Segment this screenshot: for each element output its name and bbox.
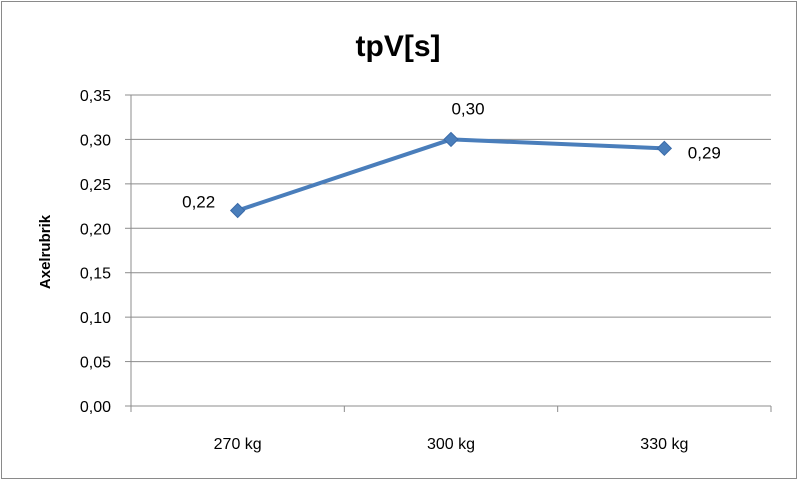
series-line-path: [235, 137, 667, 213]
data-label: 0,29: [688, 143, 721, 162]
data-label: 0,22: [182, 193, 215, 212]
x-tick-label: 300 kg: [427, 436, 475, 453]
x-tick-labels: 270 kg 300 kg 330 kg: [214, 436, 689, 453]
y-tick-label: 0,00: [80, 399, 111, 416]
y-tick-label: 0,15: [80, 266, 111, 283]
data-point-marker: [229, 202, 246, 219]
y-tick-label: 0,20: [80, 221, 111, 238]
y-tick-label: 0,35: [80, 88, 111, 105]
data-point-marker: [656, 140, 673, 157]
chart-title: tpV[s]: [356, 30, 441, 63]
y-tick-label: 0,05: [80, 355, 111, 372]
y-tick-label: 0,10: [80, 310, 111, 327]
x-tick-label: 270 kg: [214, 436, 262, 453]
y-tick-label: 0,25: [80, 177, 111, 194]
series-line: [229, 131, 673, 219]
y-axis-label: Axelrubrik: [37, 214, 54, 289]
gridlines: [125, 94, 772, 412]
data-labels: 0,22 0,30 0,29: [182, 99, 721, 211]
y-tick-labels: 0,00 0,05 0,10 0,15 0,20 0,25 0,30 0,35: [80, 88, 111, 416]
x-tick-label: 330 kg: [640, 436, 688, 453]
data-label: 0,30: [451, 99, 484, 118]
data-point-marker: [443, 131, 459, 148]
y-tick-label: 0,30: [80, 132, 111, 149]
